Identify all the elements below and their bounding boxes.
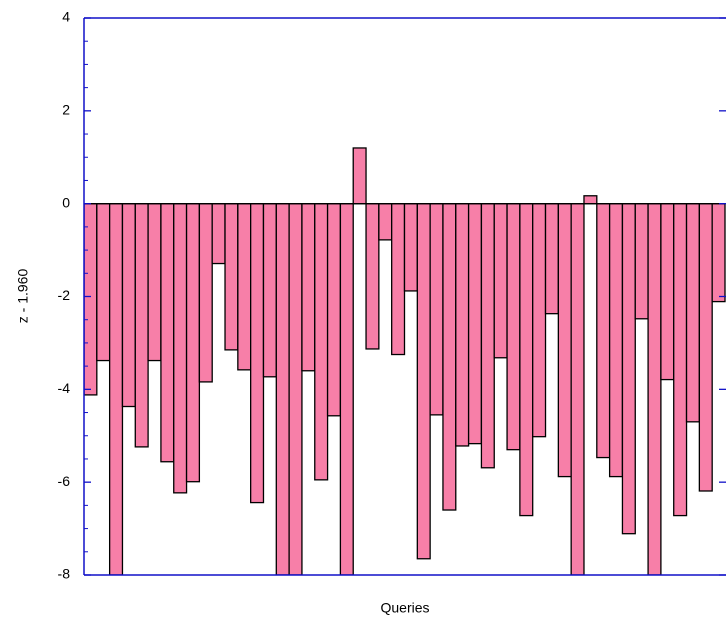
bar	[326, 203, 342, 417]
y-tick-label: 2	[62, 102, 70, 118]
bar	[134, 203, 149, 448]
bar	[378, 203, 393, 241]
bar	[532, 203, 547, 438]
bar	[647, 203, 662, 575]
bar	[506, 203, 521, 451]
bar	[673, 203, 688, 517]
x-axis-label: Queries	[380, 600, 429, 616]
bar	[237, 203, 252, 371]
bar	[442, 203, 457, 511]
bar	[147, 203, 162, 362]
bar	[198, 203, 213, 383]
y-tick-label: -8	[58, 566, 71, 582]
bar	[288, 203, 303, 575]
bar	[570, 203, 585, 575]
bar	[583, 195, 598, 205]
bar	[634, 203, 649, 320]
bar	[685, 203, 701, 423]
bar	[121, 203, 136, 408]
bar	[391, 203, 406, 356]
bar	[608, 203, 624, 478]
bar	[698, 203, 713, 492]
bar	[314, 203, 329, 481]
bar	[224, 203, 239, 351]
bar	[596, 203, 611, 459]
y-tick-label: -6	[58, 473, 71, 489]
y-tick-label: 0	[62, 194, 70, 210]
y-tick-label: 4	[62, 9, 70, 25]
bar	[660, 203, 675, 381]
bar	[403, 203, 418, 292]
bar	[262, 203, 277, 378]
bar	[519, 203, 534, 517]
y-axis-label: z - 1.960	[15, 269, 31, 324]
bar	[185, 203, 201, 483]
bar	[173, 203, 188, 494]
bar	[493, 203, 508, 359]
bar	[455, 203, 470, 447]
bar	[429, 203, 444, 416]
bar	[275, 203, 290, 575]
bar	[108, 203, 124, 575]
bar	[467, 203, 483, 445]
bar	[711, 203, 726, 303]
bar	[621, 203, 636, 535]
bar	[544, 203, 559, 315]
bar	[250, 203, 265, 504]
bar	[557, 203, 572, 478]
bar	[211, 203, 226, 265]
bar	[160, 203, 175, 463]
bar	[416, 203, 431, 560]
y-tick-label: -4	[58, 380, 71, 396]
bar	[301, 203, 316, 372]
bar	[365, 203, 380, 350]
bar	[339, 203, 354, 575]
bar	[352, 147, 367, 205]
bar	[480, 203, 495, 469]
bar	[96, 203, 111, 362]
y-tick-label: -2	[58, 287, 71, 303]
